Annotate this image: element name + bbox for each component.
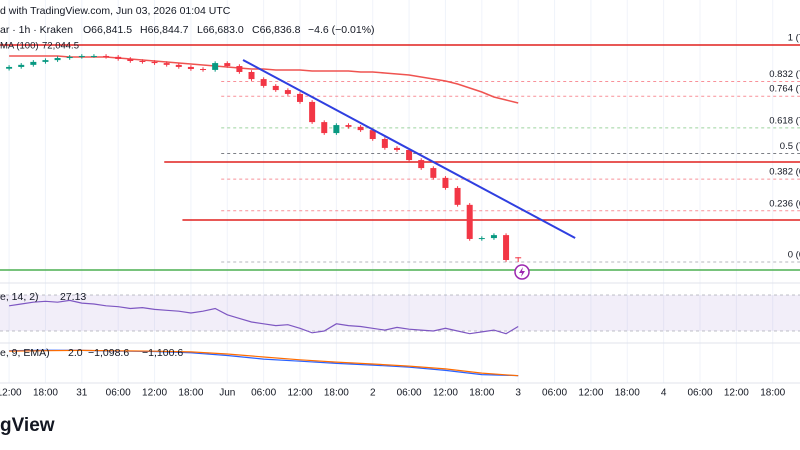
candle-body [430,168,437,178]
candle-body [442,177,449,188]
symbol-label: ar · 1h · Kraken [0,24,73,36]
candle-body [163,63,170,65]
candle-body [54,58,61,61]
x-tick-label: 06:00 [106,388,131,399]
candle-body [66,56,73,59]
x-tick-label: 06:00 [251,388,276,399]
x-tick-label: 06:00 [687,388,712,399]
candle-body [272,85,279,91]
ohlc-value: C66,836.8 [252,24,301,36]
candle-body [139,61,146,63]
macd-hist-value: 2.0 [68,347,83,359]
candle-body [260,79,267,86]
candle-body [515,257,522,259]
x-tick-label: 12:00 [287,388,312,399]
rsi-line [9,299,519,335]
candle-body [151,61,158,64]
macd-label: e, 9, EMA) [0,347,50,359]
candle-body [127,58,134,62]
x-tick-label: 3 [515,388,521,399]
candle-body [78,55,85,57]
macd-line [9,349,519,377]
x-tick-label: 12:00 [433,388,458,399]
candle-body [418,160,425,169]
x-tick-label: 12:00 [578,388,603,399]
candle-body [42,60,49,62]
candle-body [6,66,13,69]
x-tick-label: 31 [76,388,88,399]
x-tick-label: 4 [661,388,667,399]
fib-label: 0 (66, [788,250,800,261]
candle-body [466,204,473,239]
candle-body [236,66,243,72]
x-tick-label: 18:00 [760,388,785,399]
macd-series-value: −1,098.6 [88,347,129,359]
grid [8,0,774,383]
candle-body [212,63,219,70]
rsi-value: 27.13 [60,291,86,303]
ohlc-value: O66,841.5 [83,24,132,36]
candle-body [248,71,255,80]
ma-value: 72,044.5 [42,41,79,52]
candle-body [454,187,461,205]
candle-body [224,63,231,67]
candle-body [284,90,291,94]
chart-title: d with TradingView.com, Jun 03, 2026 01:… [0,5,231,17]
ohlc-value: H66,844.7 [140,24,189,36]
trend-line [242,59,576,239]
rsi-label: e, 14, 2) [0,291,39,303]
x-tick-label: 06:00 [542,388,567,399]
candle-body [369,130,376,140]
candle-body [406,149,413,161]
footer-logo: gView [0,415,55,436]
candle-body [200,69,207,71]
x-tick-label: 2 [370,388,376,399]
x-tick-label: 12:00 [0,388,22,399]
x-tick-label: Jun [219,388,235,399]
candle-body [345,125,352,127]
candle-body [175,64,182,67]
candle-body [490,235,497,239]
fib-label: 0.618 (71, [769,115,800,126]
candle-body [90,55,97,57]
fib-label: 0.764 (72, [769,84,800,95]
candle-body [478,238,485,240]
fib-label: 0.5 (70, [780,141,800,152]
x-tick-label: 12:00 [142,388,167,399]
ohlc-value: L66,683.0 [197,24,244,36]
fib-label: 1 (74, [788,33,800,44]
x-tick-label: 18:00 [178,388,203,399]
x-tick-label: 12:00 [724,388,749,399]
x-tick-label: 06:00 [397,388,422,399]
fib-label: 0.236 (67, [769,198,800,209]
alert-bolt [519,267,525,277]
candle-body [381,139,388,148]
fib-label: 0.382 (69, [769,167,800,178]
x-tick-label: 18:00 [324,388,349,399]
candle-body [103,55,110,57]
candle-body [309,101,316,123]
candle-body [321,122,328,134]
candle-body [30,61,37,65]
candle-body [297,93,303,102]
candle-body [115,56,122,59]
x-tick-label: 18:00 [33,388,58,399]
candle-body [18,64,25,67]
macd-series-value: −1,100.6 [142,347,183,359]
ma-label: MA (100) [0,41,39,52]
fib-label: 0.832 (72, [769,69,800,80]
rsi-band-fill [0,295,800,331]
candle-body [333,125,340,134]
x-tick-label: 18:00 [469,388,494,399]
x-tick-label: 18:00 [615,388,640,399]
ohlc-value: −4.6 (−0.01%) [308,24,375,36]
candle-body [503,235,510,261]
candle-body [393,147,400,150]
candle-body [187,66,194,70]
plot [0,44,800,377]
candle-body [357,126,364,131]
